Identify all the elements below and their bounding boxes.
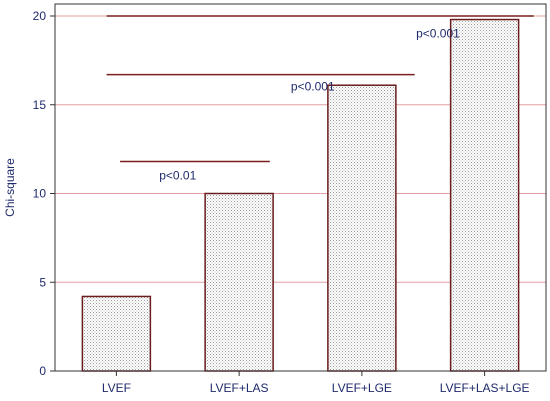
plot-frame	[54, 3, 547, 372]
p-value-label: p<0.01	[159, 168, 196, 182]
bars-layer	[81, 18, 520, 372]
x-tick-label: LVEF+LGE	[332, 381, 392, 395]
x-tick-label: LVEF	[102, 381, 131, 395]
p-value-label: p<0.001	[291, 80, 335, 94]
brackets-layer	[106, 15, 534, 163]
axes-layer: 0 5 10 15 20 LVEF LVEF+LAS LVEF+LGE LVEF+LAS+LGE	[33, 3, 547, 395]
y-tick-label: 15	[33, 98, 47, 112]
y-tick-label: 20	[33, 9, 47, 23]
bar-lvef	[81, 295, 152, 372]
bar-lvef-las	[204, 192, 274, 372]
x-tick-label: LVEF+LAS	[210, 381, 269, 395]
annotations-layer: p<0.01 p<0.001 p<0.001	[159, 26, 460, 182]
p-value-label: p<0.001	[416, 26, 460, 40]
y-axis-title: Chi-square	[3, 158, 17, 217]
y-tick-label: 10	[33, 187, 47, 201]
y-tick-label: 0	[39, 364, 46, 378]
y-tick-label: 5	[39, 275, 46, 289]
x-tick-label: LVEF+LAS+LGE	[440, 381, 530, 395]
bar-lvef-lge	[327, 84, 397, 372]
bar-lvef-las-lge	[449, 18, 520, 372]
